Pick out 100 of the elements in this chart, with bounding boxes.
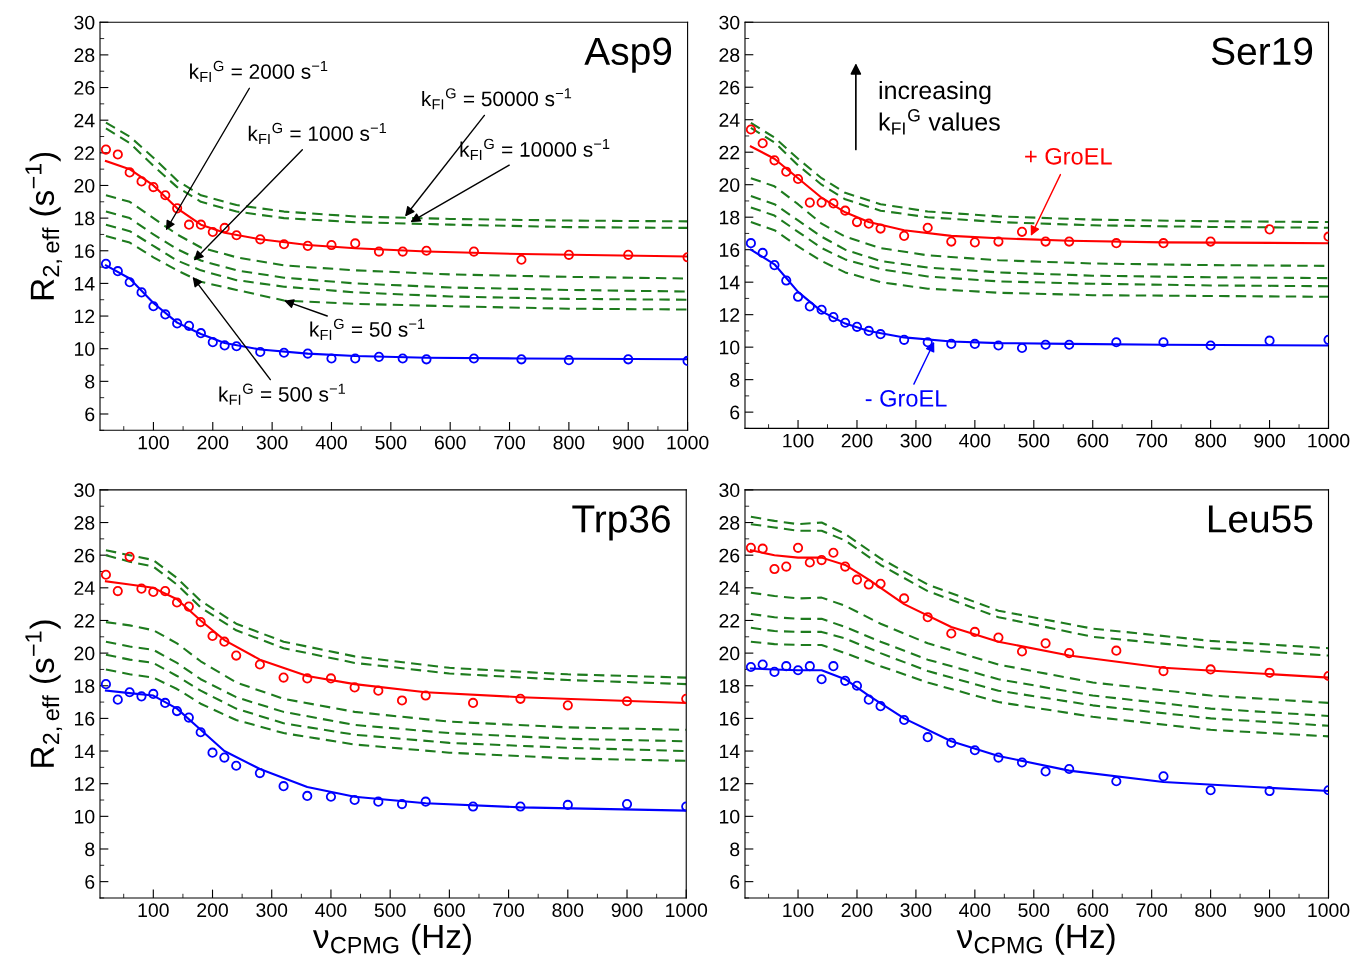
x-tick-label: 500 — [1018, 903, 1050, 918]
y-tick-label: 12 — [719, 308, 740, 322]
x-axis-title: ν$_{CPMG}$ (Hz) — [956, 923, 1115, 955]
annotation: k$_{FI}$$^{G}$ = 1000 s$^{−1}$ — [248, 122, 387, 145]
x-tick-label: 300 — [900, 433, 932, 448]
x-tick-label: 700 — [494, 435, 525, 450]
x-tick-label: 900 — [1254, 903, 1286, 918]
x-tick-label: 700 — [493, 903, 525, 918]
x-axis-title: ν$_{CPMG}$ (Hz) — [312, 923, 471, 955]
y-tick-label: 8 — [730, 373, 740, 387]
annotation: k$_{FI}$$^{G}$ = 500 s$^{−1}$ — [219, 383, 346, 405]
y-tick-label: 6 — [730, 875, 740, 889]
x-tick-label: 1000 — [667, 435, 709, 450]
chart-title: Trp36 — [572, 505, 670, 541]
x-tick-label: 600 — [434, 903, 465, 918]
annotation: k$_{FI}$$^{G}$ = 50000 s$^{−1}$ — [422, 88, 572, 110]
annotation: k$_{FI}$$^{G}$ = 10000 s$^{−1}$ — [460, 138, 610, 160]
x-tick-label: 800 — [552, 903, 584, 918]
x-tick-label: 900 — [612, 435, 644, 450]
y-tick-label: 18 — [719, 210, 740, 225]
y-tick-label: 26 — [74, 548, 95, 563]
annotation: k$_{FI}$$^{G}$ = 2000 s$^{−1}$ — [190, 60, 328, 83]
y-tick-label: 28 — [74, 48, 95, 63]
x-tick-label: 100 — [138, 903, 169, 918]
x-tick-label: 400 — [315, 435, 347, 450]
y-tick-label: 26 — [719, 80, 740, 95]
y-tick-label: 24 — [74, 581, 95, 595]
y-tick-label: 10 — [75, 809, 95, 824]
y-tick-label: 6 — [730, 405, 740, 420]
x-tick-label: 400 — [959, 433, 991, 448]
x-tick-label: 600 — [1077, 433, 1109, 448]
y-tick-label: 20 — [74, 646, 95, 661]
y-tick-label: 22 — [719, 145, 740, 160]
y-tick-label: 16 — [719, 711, 740, 726]
y-tick-label: 22 — [74, 613, 95, 628]
x-tick-label: 700 — [1136, 903, 1168, 918]
x-tick-label: 200 — [197, 435, 229, 450]
x-tick-label: 200 — [841, 433, 873, 448]
chart-title: Ser19 — [1211, 37, 1313, 66]
x-tick-label: 500 — [374, 903, 406, 918]
chart-title: Asp9 — [584, 37, 672, 73]
y-tick-label: 20 — [74, 178, 95, 193]
y-tick-label: 14 — [719, 744, 740, 759]
y-tick-label: 10 — [719, 809, 740, 824]
x-tick-label: 100 — [783, 433, 814, 448]
x-tick-label: 600 — [434, 435, 466, 450]
y-tick-label: 12 — [719, 777, 740, 791]
y-tick-label: 18 — [719, 679, 740, 693]
x-tick-label: 300 — [256, 435, 288, 450]
y-tick-label: 16 — [719, 243, 740, 257]
y-tick-label: 14 — [75, 277, 95, 291]
y-tick-label: 6 — [85, 875, 95, 889]
y-tick-label: 12 — [75, 777, 95, 791]
y-tick-label: 28 — [74, 516, 95, 530]
x-tick-label: 900 — [611, 903, 643, 918]
x-tick-label: 700 — [1136, 433, 1168, 448]
x-tick-label: 500 — [375, 435, 407, 450]
y-tick-label: 30 — [719, 483, 740, 498]
y-tick-label: 8 — [85, 374, 95, 389]
y-tick-label: 16 — [75, 244, 95, 258]
x-tick-label: 100 — [783, 903, 814, 918]
y-tick-label: 26 — [719, 548, 740, 563]
y-tick-label: 24 — [719, 581, 740, 595]
y-tick-label: 18 — [75, 211, 95, 226]
y-tick-label: 24 — [74, 113, 95, 128]
y-tick-label: 8 — [730, 842, 740, 857]
x-tick-label: 200 — [197, 903, 228, 918]
x-tick-label: 600 — [1077, 903, 1109, 918]
x-tick-label: 100 — [138, 435, 169, 450]
y-tick-label: 16 — [75, 711, 95, 726]
x-tick-label: 800 — [1195, 433, 1227, 448]
y-tick-label: 26 — [74, 81, 95, 95]
x-tick-label: 300 — [256, 903, 288, 918]
x-tick-label: 400 — [315, 903, 347, 918]
annotation: k$_{FI}$$^{G}$ = 50 s$^{−1}$ — [310, 318, 425, 340]
y-tick-label: 30 — [74, 483, 95, 498]
y-tick-label: 10 — [719, 340, 740, 355]
annotation: increasing k$_{FI}$$^{G}$ values — [879, 80, 1000, 135]
y-tick-label: 8 — [85, 842, 95, 857]
y-tick-label: 22 — [719, 613, 740, 628]
x-tick-label: 300 — [900, 903, 932, 918]
x-tick-label: 900 — [1254, 433, 1286, 448]
chart-title: Leu55 — [1208, 505, 1313, 533]
y-tick-label: 22 — [74, 146, 95, 160]
y-tick-label: 30 — [74, 15, 95, 30]
y-tick-label: 20 — [719, 646, 740, 661]
x-tick-label: 500 — [1018, 433, 1050, 448]
y-axis-title: R$_{2,eff}$ (s$^{−1}$) — [25, 620, 63, 767]
x-tick-label: 800 — [553, 435, 585, 450]
x-tick-label: 200 — [841, 903, 873, 918]
x-tick-label: 400 — [959, 903, 991, 918]
x-tick-label: 1000 — [1308, 903, 1350, 918]
annotation: - GroEL — [865, 389, 947, 407]
y-tick-label: 14 — [75, 744, 95, 759]
x-tick-label: 800 — [1195, 903, 1227, 918]
y-tick-label: 28 — [719, 48, 740, 62]
y-tick-label: 20 — [719, 178, 740, 192]
y-tick-label: 12 — [75, 309, 95, 324]
y-tick-label: 28 — [719, 516, 740, 530]
y-tick-label: 10 — [75, 342, 95, 356]
